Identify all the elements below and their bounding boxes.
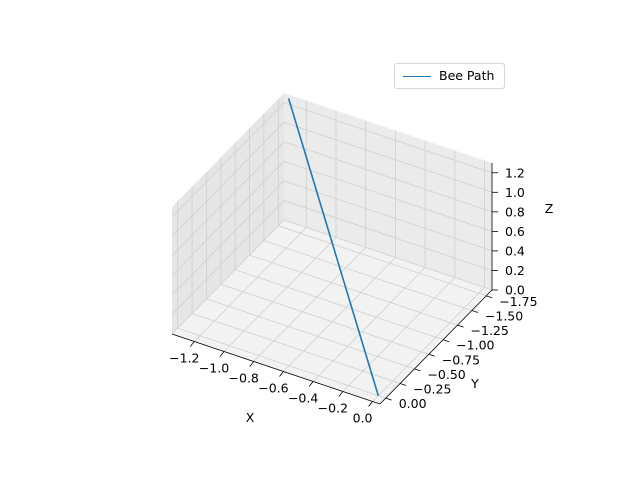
x-axis-label: X (246, 410, 255, 425)
x-tick-label: −0.4 (288, 391, 318, 406)
y-axis-line (379, 289, 493, 405)
x-tick (338, 391, 344, 397)
y-tick (486, 295, 493, 299)
y-tick (457, 324, 464, 328)
x-axis-line (171, 333, 381, 405)
y-tick-label: −1.75 (499, 294, 537, 309)
grid-line-z (171, 219, 493, 335)
x-tick (279, 371, 284, 377)
y-tick (428, 353, 435, 357)
legend-line-bee-path (403, 76, 431, 77)
x-tick (249, 361, 255, 367)
z-tick-label: 0.4 (505, 243, 525, 258)
side-pane (172, 93, 284, 334)
axis-lines (171, 163, 493, 405)
z-tick-label: 1.2 (505, 165, 525, 180)
x-tick (308, 381, 314, 387)
y-tick-label: −0.75 (442, 352, 480, 367)
z-tick-label: 0.2 (505, 263, 525, 278)
legend-label-bee-path: Bee Path (439, 68, 495, 83)
grid-line-z (171, 102, 493, 218)
x-tick (219, 351, 225, 357)
z-tick-label: 0.8 (505, 204, 525, 219)
grid-line-z (171, 200, 493, 315)
tick-marks (189, 172, 498, 407)
y-tick-label: −0.25 (413, 382, 451, 397)
y-tick (399, 383, 407, 386)
z-axis-label: Z (545, 201, 554, 216)
tick-labels: −1.2−1.0−0.8−0.6−0.4−0.2 0.0 0.00−0.25−0.5… (169, 165, 537, 425)
y-tick-label: −0.50 (427, 367, 465, 382)
floor-pane (172, 220, 492, 404)
y-tick (414, 368, 421, 372)
x-tick (368, 401, 373, 407)
x-tick-label: −0.6 (258, 381, 288, 396)
x-tick-label: 0.0 (353, 411, 373, 426)
series-layer (287, 98, 380, 396)
grid-line-z (171, 141, 493, 257)
x-tick-label: −0.2 (318, 401, 348, 416)
x-tick (189, 341, 195, 347)
y-tick-label: −1.50 (485, 308, 523, 323)
y-tick-label: −1.00 (456, 338, 494, 353)
y-axis-label: Y (470, 376, 479, 391)
z-tick-label: 0.6 (505, 224, 525, 239)
x-tick-label: −1.0 (199, 361, 229, 376)
legend: Bee Path (394, 63, 505, 89)
series-line-bee-path (287, 98, 380, 396)
y-tick-label: −1.25 (471, 323, 509, 338)
x-tick-label: −0.8 (229, 371, 259, 386)
y-tick (443, 339, 450, 343)
grid-line-z (171, 160, 493, 276)
y-tick-label: 0.00 (399, 396, 427, 411)
z-tick-label: 0.0 (505, 283, 525, 298)
y-tick (471, 310, 479, 313)
grid-line-z (171, 121, 493, 237)
x-tick-label: −1.2 (169, 351, 199, 366)
grid-line-z (171, 180, 493, 296)
y-tick (385, 397, 392, 401)
z-tick-label: 1.0 (505, 185, 525, 200)
